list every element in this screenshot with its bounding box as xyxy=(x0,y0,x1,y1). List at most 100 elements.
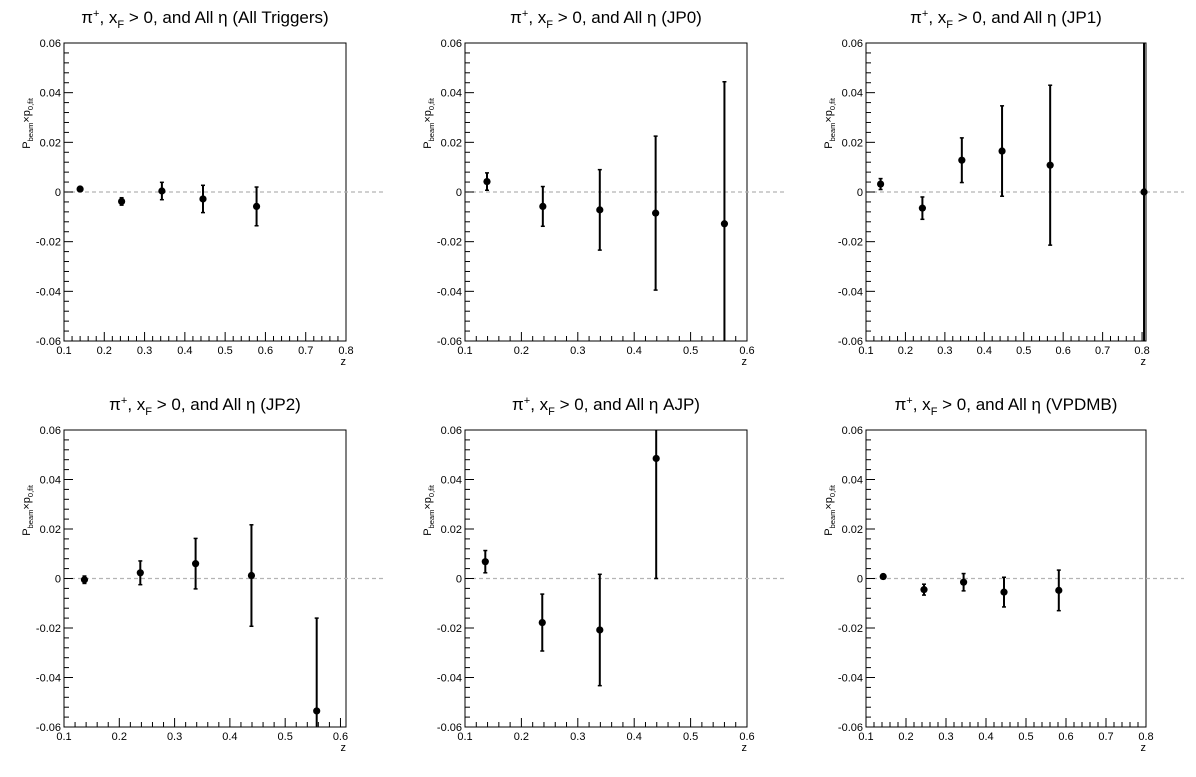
y-tick-label: 0 xyxy=(55,574,61,586)
y-tick-label: 0.02 xyxy=(842,524,863,536)
x-tick-label: 0.8 xyxy=(338,345,353,357)
title-subscript: F xyxy=(931,406,938,418)
data-point xyxy=(920,586,928,594)
title-x: , x xyxy=(528,8,546,27)
y-tick-label: -0.02 xyxy=(838,623,863,635)
data-point xyxy=(1140,188,1148,196)
y-axis-title-sub-beam: beam xyxy=(828,510,837,529)
data-point xyxy=(76,185,84,193)
x-tick-label: 0.3 xyxy=(570,345,585,357)
y-tick-label: 0.02 xyxy=(40,524,61,536)
y-axis-title-sub-fit: 0,fit xyxy=(828,484,837,497)
x-tick-label: 0.4 xyxy=(977,345,992,357)
x-tick-label: 0.3 xyxy=(570,731,585,743)
y-axis-title-times-p: ×p xyxy=(823,110,835,123)
data-point xyxy=(483,177,491,186)
panel-title: π+, xF > 0, and All η (JP2) xyxy=(109,395,301,418)
panel-vpdmb: π+, xF > 0, and All η (VPDMB) -0.06 -0.04 -… xyxy=(823,395,1184,754)
title-x: , x xyxy=(928,8,946,27)
title-pi: π xyxy=(895,395,907,414)
y-axis-title-times-p: ×p xyxy=(422,497,434,510)
x-tick-label: 0.5 xyxy=(683,345,698,357)
y-axis-title: Pbeam×p0,fit xyxy=(422,484,436,536)
x-tick-label: 0.5 xyxy=(1018,731,1033,743)
y-tick-label: -0.02 xyxy=(838,237,863,249)
y-tick-label: 0.06 xyxy=(441,38,462,50)
x-tick-label: 0.6 xyxy=(1058,731,1073,743)
x-tick-label: 0.4 xyxy=(627,731,642,743)
title-subscript: F xyxy=(548,406,555,418)
x-tick-label: 0.3 xyxy=(937,345,952,357)
data-point xyxy=(313,707,321,715)
panel-jp0: π+, xF > 0, and All η (JP0) -0.06 -0.04 -0.… xyxy=(422,8,785,368)
x-tick-label: 0.4 xyxy=(177,345,192,357)
y-axis-title: Pbeam×p0,fit xyxy=(823,97,837,149)
data-point xyxy=(960,578,968,586)
data-point xyxy=(136,569,144,577)
y-tick-label: 0 xyxy=(55,187,61,199)
y-tick-label: -0.06 xyxy=(437,722,462,734)
x-tick-label: 0.4 xyxy=(627,345,642,357)
y-tick-label: 0.04 xyxy=(40,475,61,487)
x-tick-label: 0.6 xyxy=(739,731,754,743)
y-axis-title-times-p: ×p xyxy=(823,497,835,510)
title-superscript: + xyxy=(524,395,530,407)
title-rest: > 0, and All η (All Triggers) xyxy=(124,8,329,27)
title-subscript: F xyxy=(145,406,152,418)
y-axis-title-sub-fit: 0,fit xyxy=(26,97,35,110)
y-axis-title-p: P xyxy=(422,528,434,535)
data-point xyxy=(1000,588,1008,596)
y-tick-label: 0.02 xyxy=(40,137,61,149)
title-x: , x xyxy=(127,395,145,414)
x-tick-label: 0.1 xyxy=(56,345,71,357)
x-tick-label: 0.5 xyxy=(1016,345,1031,357)
y-axis-title-sub-beam: beam xyxy=(427,123,436,142)
y-tick-label: 0.02 xyxy=(441,137,462,149)
data-point xyxy=(539,202,547,211)
x-axis-title: z xyxy=(341,356,347,368)
title-superscript: + xyxy=(121,395,127,407)
y-axis-title-p: P xyxy=(823,528,835,535)
y-axis-title-sub-beam: beam xyxy=(828,123,837,142)
y-axis-title-sub-fit: 0,fit xyxy=(427,484,436,497)
y-axis-title-times-p: ×p xyxy=(422,110,434,123)
y-tick-label: 0.02 xyxy=(842,137,863,149)
x-tick-label: 0.4 xyxy=(978,731,993,743)
x-axis-title: z xyxy=(341,742,347,754)
title-subscript: F xyxy=(546,19,553,31)
title-pi: π xyxy=(109,395,121,414)
panel-title: π+, xF > 0, and All η (VPDMB) xyxy=(895,395,1118,418)
y-tick-label: -0.04 xyxy=(838,286,863,298)
title-x: , x xyxy=(530,395,548,414)
x-tick-label: 0.2 xyxy=(97,345,112,357)
title-subscript: F xyxy=(117,19,124,31)
x-tick-label: 0.8 xyxy=(1138,731,1153,743)
data-point xyxy=(1055,586,1063,594)
title-rest: > 0, and All η (JP0) xyxy=(553,8,702,27)
title-pi: π xyxy=(910,8,922,27)
data-point xyxy=(652,454,660,463)
y-axis-title: Pbeam×p0,fit xyxy=(21,97,35,149)
y-tick-label: -0.02 xyxy=(437,237,462,249)
y-tick-label: 0 xyxy=(456,187,462,199)
x-tick-label: 0.7 xyxy=(1098,731,1113,743)
y-axis-title: Pbeam×p0,fit xyxy=(422,97,436,149)
y-axis-title-p: P xyxy=(21,528,33,535)
y-tick-label: -0.02 xyxy=(437,623,462,635)
y-tick-label: 0.06 xyxy=(842,425,863,437)
y-axis-title: Pbeam×p0,fit xyxy=(21,484,35,536)
x-tick-label: 0.3 xyxy=(938,731,953,743)
title-rest: > 0, and All η AJP) xyxy=(555,395,700,414)
data-point xyxy=(252,202,261,211)
data-point xyxy=(918,204,926,212)
x-tick-label: 0.5 xyxy=(217,345,232,357)
data-point xyxy=(958,156,966,164)
data-point xyxy=(876,180,885,188)
title-rest: > 0, and All η (JP1) xyxy=(953,8,1102,27)
x-tick-label: 0.2 xyxy=(112,731,127,743)
x-tick-label: 0.2 xyxy=(514,731,529,743)
y-axis-title-p: P xyxy=(823,141,835,148)
panel-title: π+, xF > 0, and All η (JP0) xyxy=(510,8,702,31)
